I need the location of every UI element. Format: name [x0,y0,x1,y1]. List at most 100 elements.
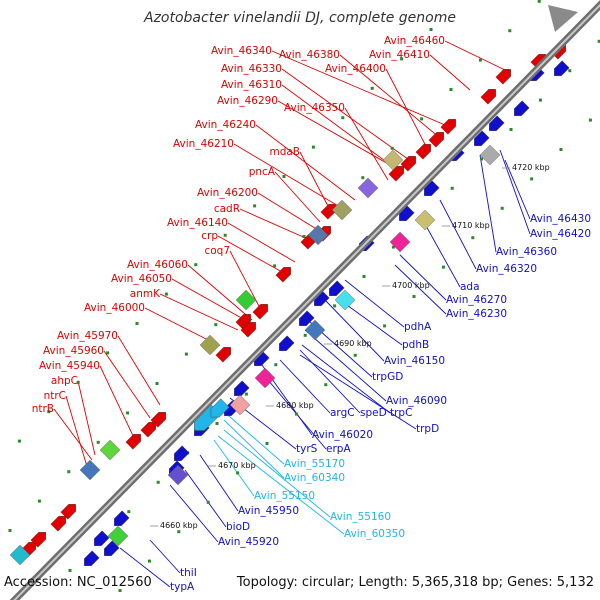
gene-label: Avin_46210 [173,138,234,150]
gene-red-5 [440,119,456,135]
gene-label: Avin_46420 [530,228,591,240]
guide-dot [274,363,278,367]
guide-dot [155,382,159,385]
gene-label: Avin_46060 [127,259,188,271]
gene-box-12 [229,394,251,416]
gene-label: pncA [249,166,276,178]
guide-dot [67,470,71,474]
gene-red-6 [428,132,444,148]
gene-label: Avin_45950 [238,505,299,517]
guide-dot [361,176,365,180]
guide-dot [164,292,168,296]
guide-dot [449,88,453,91]
gene-label: Avin_46230 [446,308,507,320]
gene-red-17 [215,347,231,363]
leader-line [233,143,346,211]
leader-line [257,192,319,231]
gene-label: Avin_46310 [221,79,282,91]
gene-label: Avin_46430 [530,213,591,225]
leader-line [199,454,239,512]
guide-dot [391,245,395,249]
leader-line [223,429,331,518]
gene-label: anmK [130,288,161,300]
leader-line [344,279,405,328]
leader-line [299,151,331,211]
guide-dot [537,0,541,3]
map-title: Azotobacter vinelandii DJ, complete geno… [143,10,456,26]
guide-dot [441,265,445,269]
guide-dot [106,351,110,355]
gene-blue-13 [279,335,295,351]
gene-label: Avin_60350 [344,528,405,540]
gene-label: trpD [416,423,439,435]
gene-box-5 [99,439,121,461]
gene-label: Avin_55150 [254,490,315,502]
guide-dot [147,559,151,563]
gene-label: thiI [180,567,197,579]
guide-dot [471,236,475,240]
tick-label: 4670 kbp [218,461,256,470]
gene-label: crp [201,230,218,242]
gene-label: Avin_46140 [167,217,228,229]
gene-label: Avin_46340 [211,45,272,57]
guide-dot [253,204,257,208]
gene-label: Avin_46090 [386,395,447,407]
gene-label: trpC [390,407,412,419]
gene-box-6 [79,459,101,481]
gene-label: Avin_60340 [284,472,345,484]
gene-label: Avin_46320 [476,263,537,275]
gene-box-2 [331,199,353,221]
leader-line [339,54,441,139]
guide-dot [450,186,454,190]
gene-box-16 [479,144,501,166]
leader-line [301,344,391,414]
leader-line [213,439,255,497]
leader-line [217,235,283,273]
guide-dot [194,263,198,267]
gene-blue-22 [84,550,100,566]
gene-label: pdhB [402,339,429,351]
leader-line [187,264,253,321]
gene-label: Avin_46380 [279,49,340,61]
guide-dot [341,116,345,120]
leader-line [169,484,219,543]
gene-blue-18 [174,445,190,461]
leader-line [53,408,93,461]
gene-blue-20 [114,510,130,526]
guide-dot [282,175,286,178]
leader-line [117,335,161,406]
tick-label: 4680 kbp [276,401,314,410]
guide-dot [429,28,433,31]
guide-dot [37,499,41,503]
leader-line [171,278,246,321]
guide-dot [420,117,424,121]
leader-line [77,380,96,456]
guide-dot [214,323,218,327]
guide-dot [303,333,307,337]
gene-box-8 [107,525,129,547]
guide-dot [126,411,130,415]
guide-dot [568,69,572,73]
gene-label: cadR [214,203,240,215]
gene-red-7 [415,144,431,160]
guide-dot [47,410,51,414]
guide-dot [17,439,21,443]
gene-red-14 [235,314,251,330]
guide-dot [559,148,563,151]
gene-red-4 [480,89,496,105]
gene-box-17 [357,177,379,199]
genome-summary-text: Topology: circular; Length: 5,365,318 bp… [236,575,594,590]
gene-label: coq7 [204,245,230,257]
gene-label: Avin_45940 [39,360,100,372]
gene-label: Avin_45920 [218,536,279,548]
gene-label: typA [170,581,195,593]
leader-line [399,254,447,301]
gene-red-15 [240,322,256,338]
guide-dot [177,530,181,534]
gene-blue-5 [474,130,490,146]
gene-blue-1 [554,60,570,76]
